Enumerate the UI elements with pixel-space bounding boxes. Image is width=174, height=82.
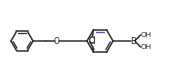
Text: OH: OH bbox=[141, 44, 152, 50]
Text: O: O bbox=[54, 36, 60, 46]
Text: OH: OH bbox=[141, 32, 152, 38]
Text: Cl: Cl bbox=[89, 36, 96, 45]
Text: B: B bbox=[130, 36, 136, 46]
Text: Cl: Cl bbox=[89, 37, 96, 46]
